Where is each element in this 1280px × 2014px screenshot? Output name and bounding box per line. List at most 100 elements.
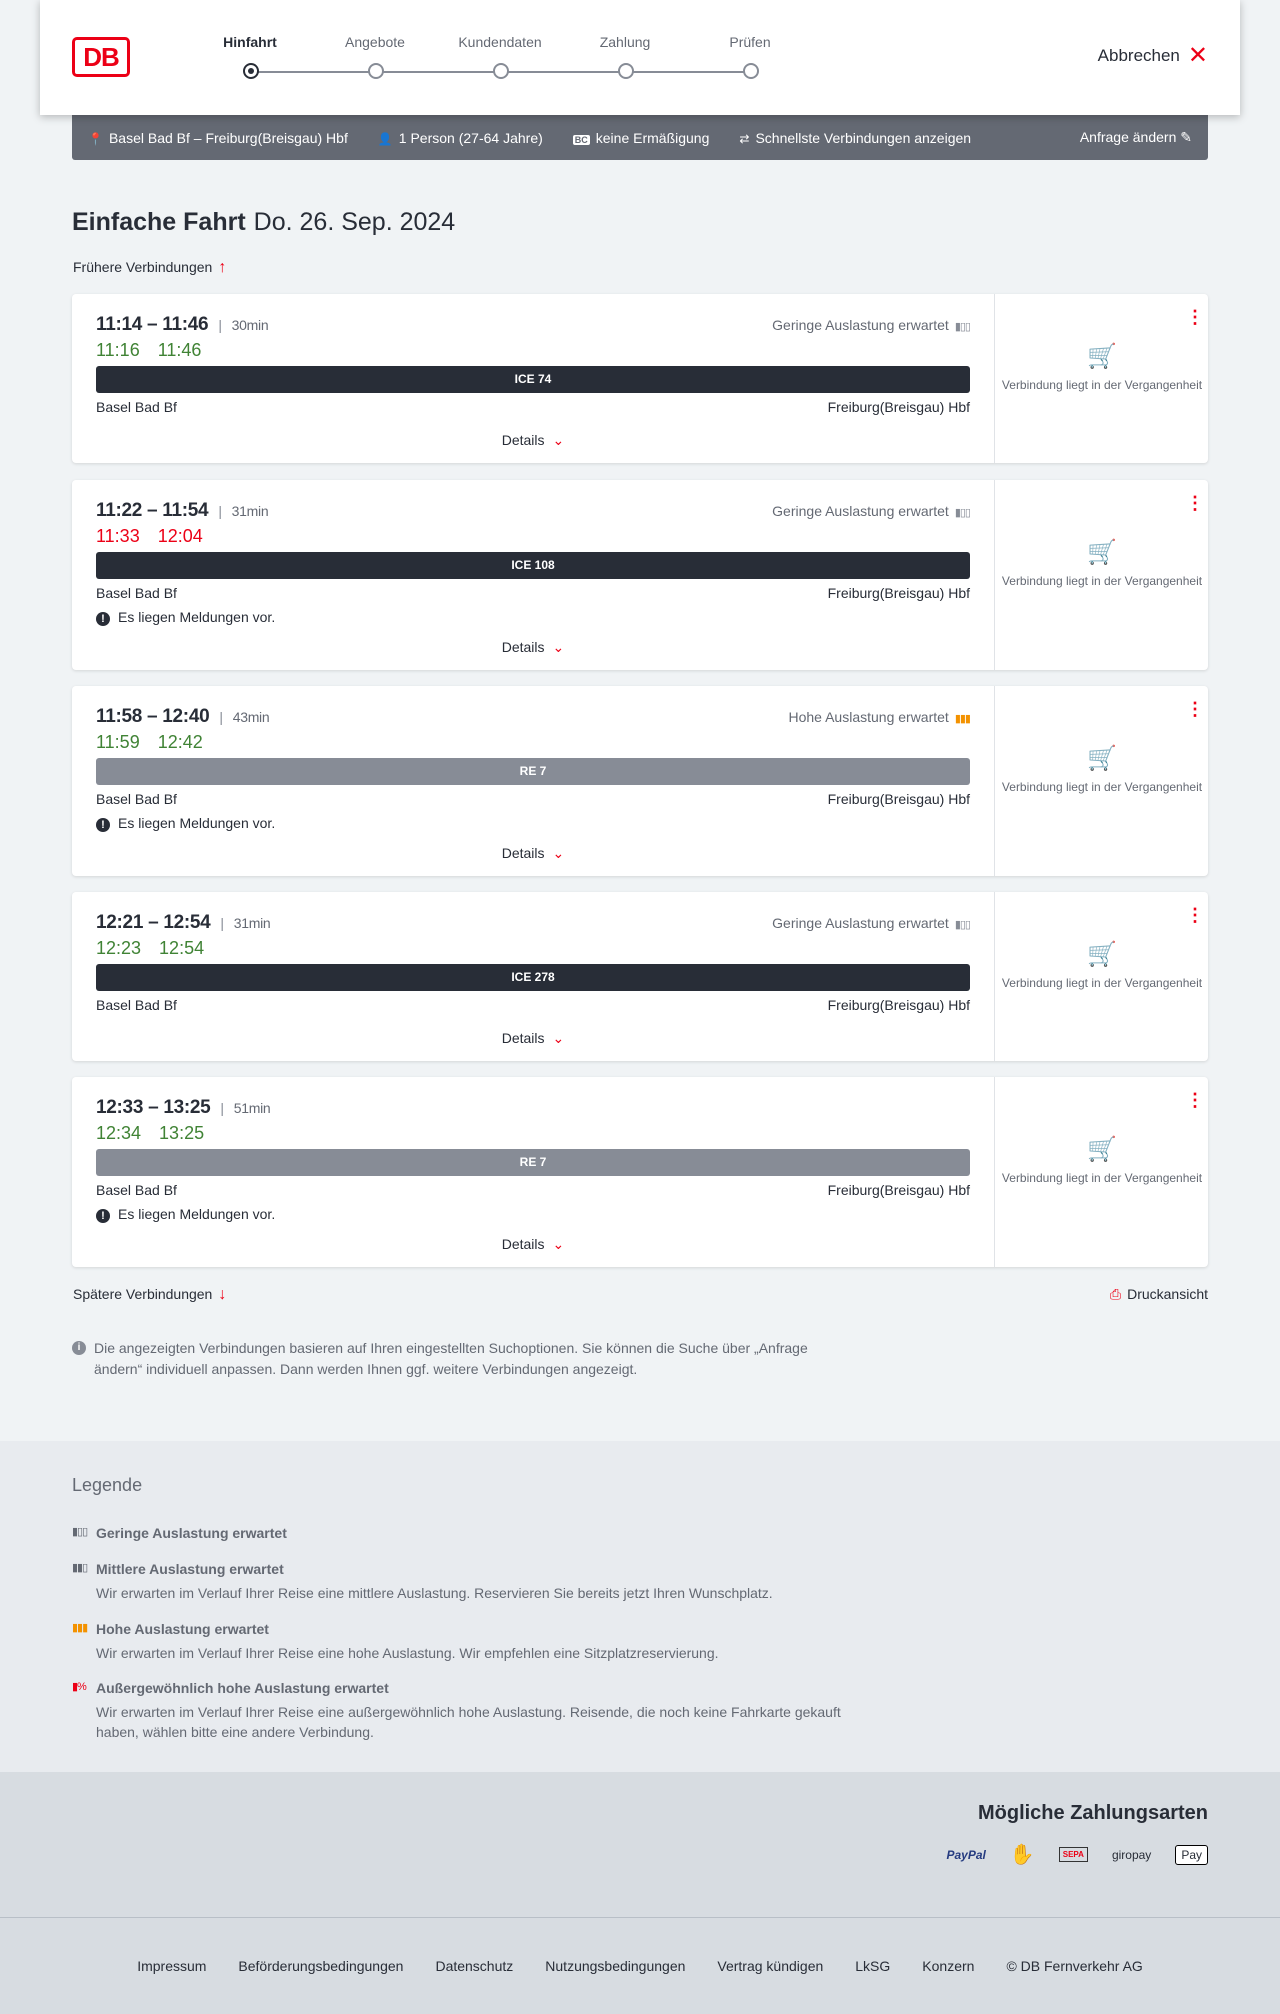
offer-panel: ⋮ 🛒 Verbindung liegt in der Vergangenheit <box>994 294 1208 463</box>
connection-card[interactable]: 11:22 – 11:54 | 31min 11:33 12:04 Geringe A… <box>72 480 1208 670</box>
more-options-icon[interactable]: ⋮ <box>1186 493 1204 513</box>
connection-card[interactable]: 11:58 – 12:40 | 43min 11:59 12:42 Hohe Ausl… <box>72 686 1208 876</box>
load-indicator: Geringe Auslastung erwartet ▮▯▯ <box>772 317 971 333</box>
details-toggle[interactable]: Details ⌄ <box>501 1030 565 1046</box>
connection-card[interactable]: 12:33 – 13:25 | 51min 12:34 13:25 RE 7 Base… <box>72 1077 1208 1267</box>
swap-icon: ⇄ <box>739 131 750 146</box>
arrow-up-icon: ↑ <box>218 259 227 276</box>
past-connection-notice: 🛒 Verbindung liegt in der Vergangenheit <box>995 539 1209 589</box>
legend-section: Legende ▮▯▯ Geringe Auslastung erwartet ▮… <box>0 1441 1280 1772</box>
past-connection-notice: 🛒 Verbindung liegt in der Vergangenheit <box>995 1138 1209 1186</box>
footer-link-befoerderungsbedingungen[interactable]: Beförderungsbedingungen <box>238 1958 404 1974</box>
high-load-icon: ▮▮▮ <box>954 713 971 725</box>
footer-copyright: © DB Fernverkehr AG <box>1006 1958 1143 1974</box>
past-connection-notice: 🛒 Verbindung liegt in der Vergangenheit <box>995 940 1209 991</box>
pencil-icon: ✎ <box>1180 129 1192 145</box>
person-icon: 👤 <box>377 131 393 146</box>
edit-request-button[interactable]: Anfrage ändern ✎ <box>1079 129 1192 145</box>
apple-pay-logo: Pay <box>1175 1844 1208 1865</box>
realtime-times: 11:16 11:46 <box>96 340 202 360</box>
arrival-station: Freiburg(Breisgau) Hbf <box>827 1182 970 1198</box>
low-load-icon: ▮▯▯ <box>954 507 971 519</box>
chevron-down-icon: ⌄ <box>552 432 565 448</box>
footer-link-impressum[interactable]: Impressum <box>137 1958 207 1974</box>
departure-station: Basel Bad Bf <box>96 585 177 601</box>
planned-times: 11:22 – 11:54 | 31min <box>96 500 269 521</box>
load-indicator: Hohe Auslastung erwartet ▮▮▮ <box>788 709 972 725</box>
train-bar[interactable]: ICE 108 <box>96 552 970 579</box>
later-connections-link[interactable]: Spätere Verbindungen ↓ <box>73 1286 227 1303</box>
realtime-times: 11:59 12:42 <box>96 732 203 752</box>
step-kundendaten: Kundendaten <box>450 34 550 79</box>
footer-link-nutzungsbedingungen[interactable]: Nutzungsbedingungen <box>545 1958 686 1974</box>
offer-panel: ⋮ 🛒 Verbindung liegt in der Vergangenheit <box>994 686 1208 876</box>
chevron-down-icon: ⌄ <box>552 1236 565 1252</box>
train-bar[interactable]: RE 7 <box>96 758 970 785</box>
planned-times: 12:21 – 12:54 | 31min <box>96 912 271 933</box>
sepa-logo: SEPA <box>1058 1847 1088 1862</box>
planned-times: 11:14 – 11:46 | 30min <box>96 314 269 335</box>
arrival-station: Freiburg(Breisgau) Hbf <box>827 791 970 807</box>
discount-summary: BC keine Ermäßigung <box>572 129 710 146</box>
more-options-icon[interactable]: ⋮ <box>1186 1090 1204 1110</box>
more-options-icon[interactable]: ⋮ <box>1186 905 1204 925</box>
passenger-summary: 👤 1 Person (27-64 Jahre) <box>377 129 543 146</box>
train-bar[interactable]: ICE 74 <box>96 366 970 393</box>
footer-link-vertrag-kuendigen[interactable]: Vertrag kündigen <box>717 1958 824 1974</box>
more-options-icon[interactable]: ⋮ <box>1186 699 1204 719</box>
departure-station: Basel Bad Bf <box>96 791 177 807</box>
duration: 30min <box>231 317 269 333</box>
connection-card[interactable]: 11:14 – 11:46 | 30min 11:16 11:46 Geringe A… <box>72 294 1208 463</box>
arrival-station: Freiburg(Breisgau) Hbf <box>827 585 970 601</box>
search-summary-bar: 📍 Basel Bad Bf – Freiburg(Breisgau) Hbf 👤… <box>72 115 1208 160</box>
header: DB Hinfahrt Angebote Kundendaten Zahlung… <box>40 0 1240 115</box>
route-summary: 📍 Basel Bad Bf – Freiburg(Breisgau) Hbf <box>88 129 348 146</box>
legend-item-very-high: ▮% Außergewöhnlich hohe Auslastung erwart… <box>72 1680 841 1740</box>
footer-link-konzern[interactable]: Konzern <box>922 1958 975 1974</box>
offer-panel: ⋮ 🛒 Verbindung liegt in der Vergangenheit <box>994 1077 1208 1267</box>
cart-unavailable-icon: 🛒 <box>1087 940 1117 968</box>
info-icon: i <box>72 1341 86 1355</box>
footer-link-lksg[interactable]: LkSG <box>855 1958 891 1974</box>
more-options-icon[interactable]: ⋮ <box>1186 307 1204 327</box>
alert-icon: ! <box>96 612 110 626</box>
chevron-down-icon: ⌄ <box>552 845 565 861</box>
info-note: i Die angezeigten Verbindungen basieren a… <box>72 1338 852 1380</box>
cart-unavailable-icon: 🛒 <box>1087 745 1117 772</box>
bahncard-icon: BC <box>572 134 590 145</box>
cart-unavailable-icon: 🛒 <box>1087 539 1117 566</box>
departure-station: Basel Bad Bf <box>96 399 177 415</box>
train-bar[interactable]: RE 7 <box>96 1149 970 1176</box>
cancel-button[interactable]: Abbrechen ✕ <box>1097 42 1208 69</box>
duration: 31min <box>231 503 269 519</box>
details-toggle[interactable]: Details ⌄ <box>501 1236 565 1252</box>
details-toggle[interactable]: Details ⌄ <box>501 845 565 861</box>
low-load-icon: ▮▯▯ <box>954 919 971 931</box>
legend-title: Legende <box>72 1475 143 1495</box>
planned-times: 11:58 – 12:40 | 43min <box>96 706 270 727</box>
db-logo[interactable]: DB <box>72 37 130 77</box>
chevron-down-icon: ⌄ <box>552 1030 565 1046</box>
messages-notice: ! Es liegen Meldungen vor. <box>96 609 275 626</box>
departure-station: Basel Bad Bf <box>96 1182 177 1198</box>
page-title: Einfache Fahrt Do. 26. Sep. 2024 <box>72 208 456 236</box>
alert-icon: ! <box>96 818 110 832</box>
footer-link-datenschutz[interactable]: Datenschutz <box>435 1958 514 1974</box>
train-bar[interactable]: ICE 278 <box>96 964 970 991</box>
legend-item-low: ▮▯▯ Geringe Auslastung erwartet <box>72 1525 287 1541</box>
earlier-connections-link[interactable]: Frühere Verbindungen ↑ <box>73 259 227 276</box>
details-toggle[interactable]: Details ⌄ <box>501 432 565 448</box>
details-toggle[interactable]: Details ⌄ <box>501 639 565 655</box>
legend-item-medium: ▮▮▯ Mittlere Auslastung erwartet Wir erwar… <box>72 1561 773 1601</box>
realtime-times: 12:23 12:54 <box>96 938 205 958</box>
past-connection-notice: 🛒 Verbindung liegt in der Vergangenheit <box>995 342 1209 393</box>
chevron-down-icon: ⌄ <box>552 639 565 655</box>
cart-unavailable-icon: 🛒 <box>1087 342 1117 370</box>
connection-card[interactable]: 12:21 – 12:54 | 31min 12:23 12:54 Geringe A… <box>72 892 1208 1061</box>
location-pin-icon: 📍 <box>88 131 103 146</box>
arrival-station: Freiburg(Breisgau) Hbf <box>827 399 970 415</box>
duration: 31min <box>233 915 271 931</box>
paypal-logo: PayPal <box>946 1847 986 1862</box>
realtime-times: 12:34 13:25 <box>96 1123 205 1143</box>
print-view-link[interactable]: ⎙ Druckansicht <box>1109 1286 1208 1302</box>
